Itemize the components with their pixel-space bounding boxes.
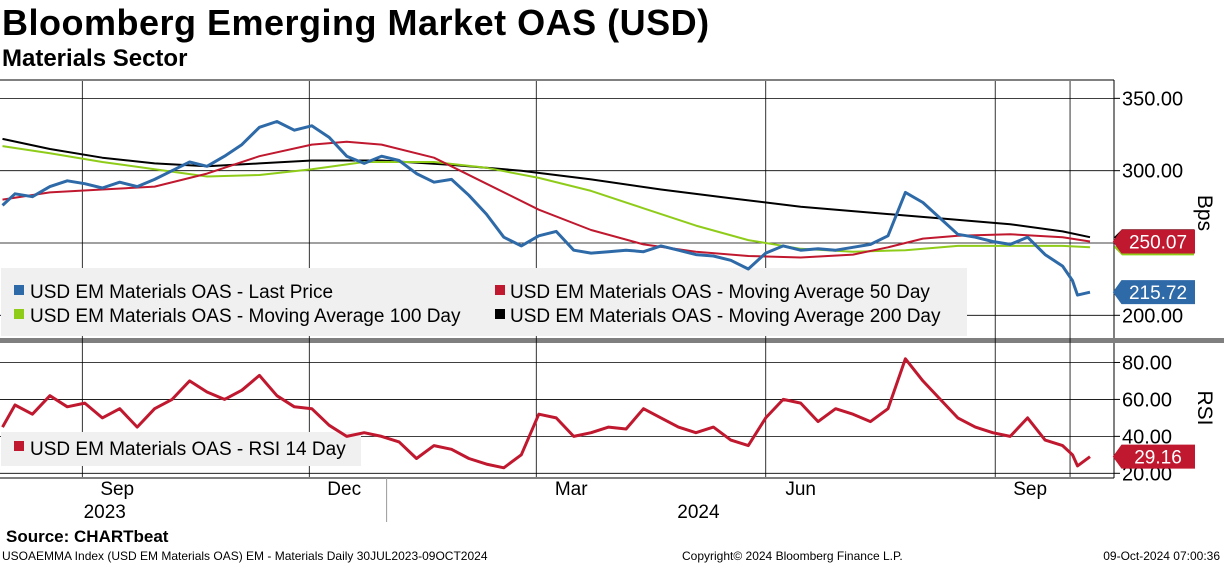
lower-series-layer: [1, 357, 1091, 470]
tag-shape: [1112, 229, 1195, 254]
lower-gridlines: [0, 362, 1114, 474]
y-tick-label: 60.00: [1122, 389, 1172, 411]
y-tick-label: 80.00: [1122, 352, 1172, 374]
lower-legend: USD EM Materials OAS - RSI 14 Day: [1, 432, 361, 466]
upper-y-axis-label: Bps: [1193, 195, 1216, 231]
x-month-label: Sep: [1013, 479, 1047, 500]
chart-title: Bloomberg Emerging Market OAS (USD): [2, 2, 710, 43]
last-value-tags: 250.07 215.72 29.16: [1112, 229, 1195, 469]
footer-ticker-info: USOAEMMA Index (USD EM Materials OAS) EM…: [2, 549, 488, 563]
lower-y-tick-labels: 80.00 60.00 40.00 20.00: [1114, 352, 1172, 485]
legend-label-ma50: USD EM Materials OAS - Moving Average 50…: [510, 282, 930, 303]
series-line-last_price: [1, 120, 1091, 297]
series-line-rsi: [1, 357, 1091, 470]
x-year-label: 2023: [84, 502, 126, 523]
last-value-tag-rsi: 29.16: [1112, 444, 1195, 469]
series-line-ma100: [2, 145, 1091, 253]
tag-shape: [1112, 280, 1195, 305]
x-month-label: Mar: [555, 479, 588, 500]
upper-series-layer: [1, 120, 1091, 297]
y-tick-label: 300.00: [1122, 161, 1183, 183]
chart-subtitle: Materials Sector: [2, 45, 188, 72]
legend-swatch-last-price: [14, 285, 24, 295]
legend-swatch-ma50: [495, 285, 505, 295]
legend-swatch-ma100: [14, 309, 24, 319]
y-tick-label: 20.00: [1122, 463, 1172, 485]
legend-swatch-rsi: [14, 441, 24, 451]
x-year-label: 2024: [677, 502, 720, 523]
tag-shape: [1112, 444, 1195, 469]
legend-swatch-ma200: [495, 309, 505, 319]
legend-label-ma100: USD EM Materials OAS - Moving Average 10…: [30, 306, 461, 327]
x-month-label: Sep: [100, 479, 134, 500]
legend-label-last-price: USD EM Materials OAS - Last Price: [30, 282, 333, 303]
legend-label-ma200: USD EM Materials OAS - Moving Average 20…: [510, 306, 941, 327]
source-note: Source: CHARTbeat: [6, 527, 169, 546]
y-tick-label: 200.00: [1122, 305, 1183, 327]
x-month-label: Jun: [785, 479, 816, 500]
footer-timestamp: 09-Oct-2024 07:00:36: [1103, 549, 1220, 563]
last-value-tag-last_price: 215.72: [1112, 280, 1195, 305]
y-tick-label: 350.00: [1122, 88, 1183, 110]
tag-value: 250.07: [1129, 233, 1187, 254]
upper-legend-background: [1, 268, 967, 336]
series-line-ma50: [2, 140, 1091, 259]
x-month-label: Dec: [327, 479, 361, 500]
legend-label-rsi: USD EM Materials OAS - RSI 14 Day: [30, 439, 346, 460]
upper-y-tick-labels: 350.00 300.00 200.00: [1114, 88, 1183, 327]
tag-value: 29.16: [1134, 448, 1182, 469]
lower-legend-background: [1, 432, 361, 466]
last-value-tag-ma50: 250.07: [1112, 229, 1195, 254]
lower-y-axis-label: RSI: [1193, 390, 1216, 425]
upper-legend: USD EM Materials OAS - Last Price USD EM…: [1, 268, 967, 336]
y-tick-label: 40.00: [1122, 426, 1172, 448]
series-line-ma200: [2, 137, 1091, 239]
footer-copyright: Copyright© 2024 Bloomberg Finance L.P.: [682, 549, 903, 563]
panel-divider: [0, 338, 1224, 343]
tag-value: 215.72: [1129, 283, 1187, 304]
